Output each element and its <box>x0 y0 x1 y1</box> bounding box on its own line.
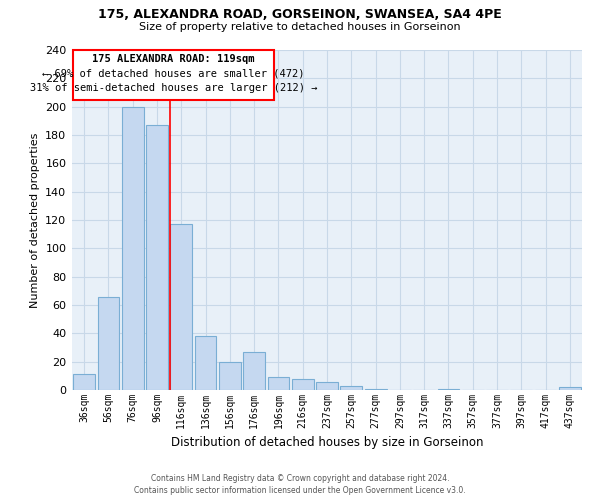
Bar <box>170 224 192 390</box>
X-axis label: Distribution of detached houses by size in Gorseinon: Distribution of detached houses by size … <box>171 436 483 450</box>
Bar <box>437 388 460 390</box>
Text: Size of property relative to detached houses in Gorseinon: Size of property relative to detached ho… <box>139 22 461 32</box>
Text: Contains HM Land Registry data © Crown copyright and database right 2024.
Contai: Contains HM Land Registry data © Crown c… <box>134 474 466 495</box>
Bar <box>122 106 143 390</box>
Bar <box>243 352 265 390</box>
Text: ← 69% of detached houses are smaller (472): ← 69% of detached houses are smaller (47… <box>42 68 305 78</box>
Text: 31% of semi-detached houses are larger (212) →: 31% of semi-detached houses are larger (… <box>29 82 317 92</box>
Bar <box>268 378 289 390</box>
Bar <box>316 382 338 390</box>
Bar <box>146 125 168 390</box>
Bar <box>340 386 362 390</box>
FancyBboxPatch shape <box>73 50 274 100</box>
Bar <box>219 362 241 390</box>
Text: 175, ALEXANDRA ROAD, GORSEINON, SWANSEA, SA4 4PE: 175, ALEXANDRA ROAD, GORSEINON, SWANSEA,… <box>98 8 502 20</box>
Bar <box>365 388 386 390</box>
Bar <box>194 336 217 390</box>
Bar <box>292 378 314 390</box>
Bar <box>97 296 119 390</box>
Text: 175 ALEXANDRA ROAD: 119sqm: 175 ALEXANDRA ROAD: 119sqm <box>92 54 254 64</box>
Bar <box>559 387 581 390</box>
Bar <box>73 374 95 390</box>
Y-axis label: Number of detached properties: Number of detached properties <box>29 132 40 308</box>
